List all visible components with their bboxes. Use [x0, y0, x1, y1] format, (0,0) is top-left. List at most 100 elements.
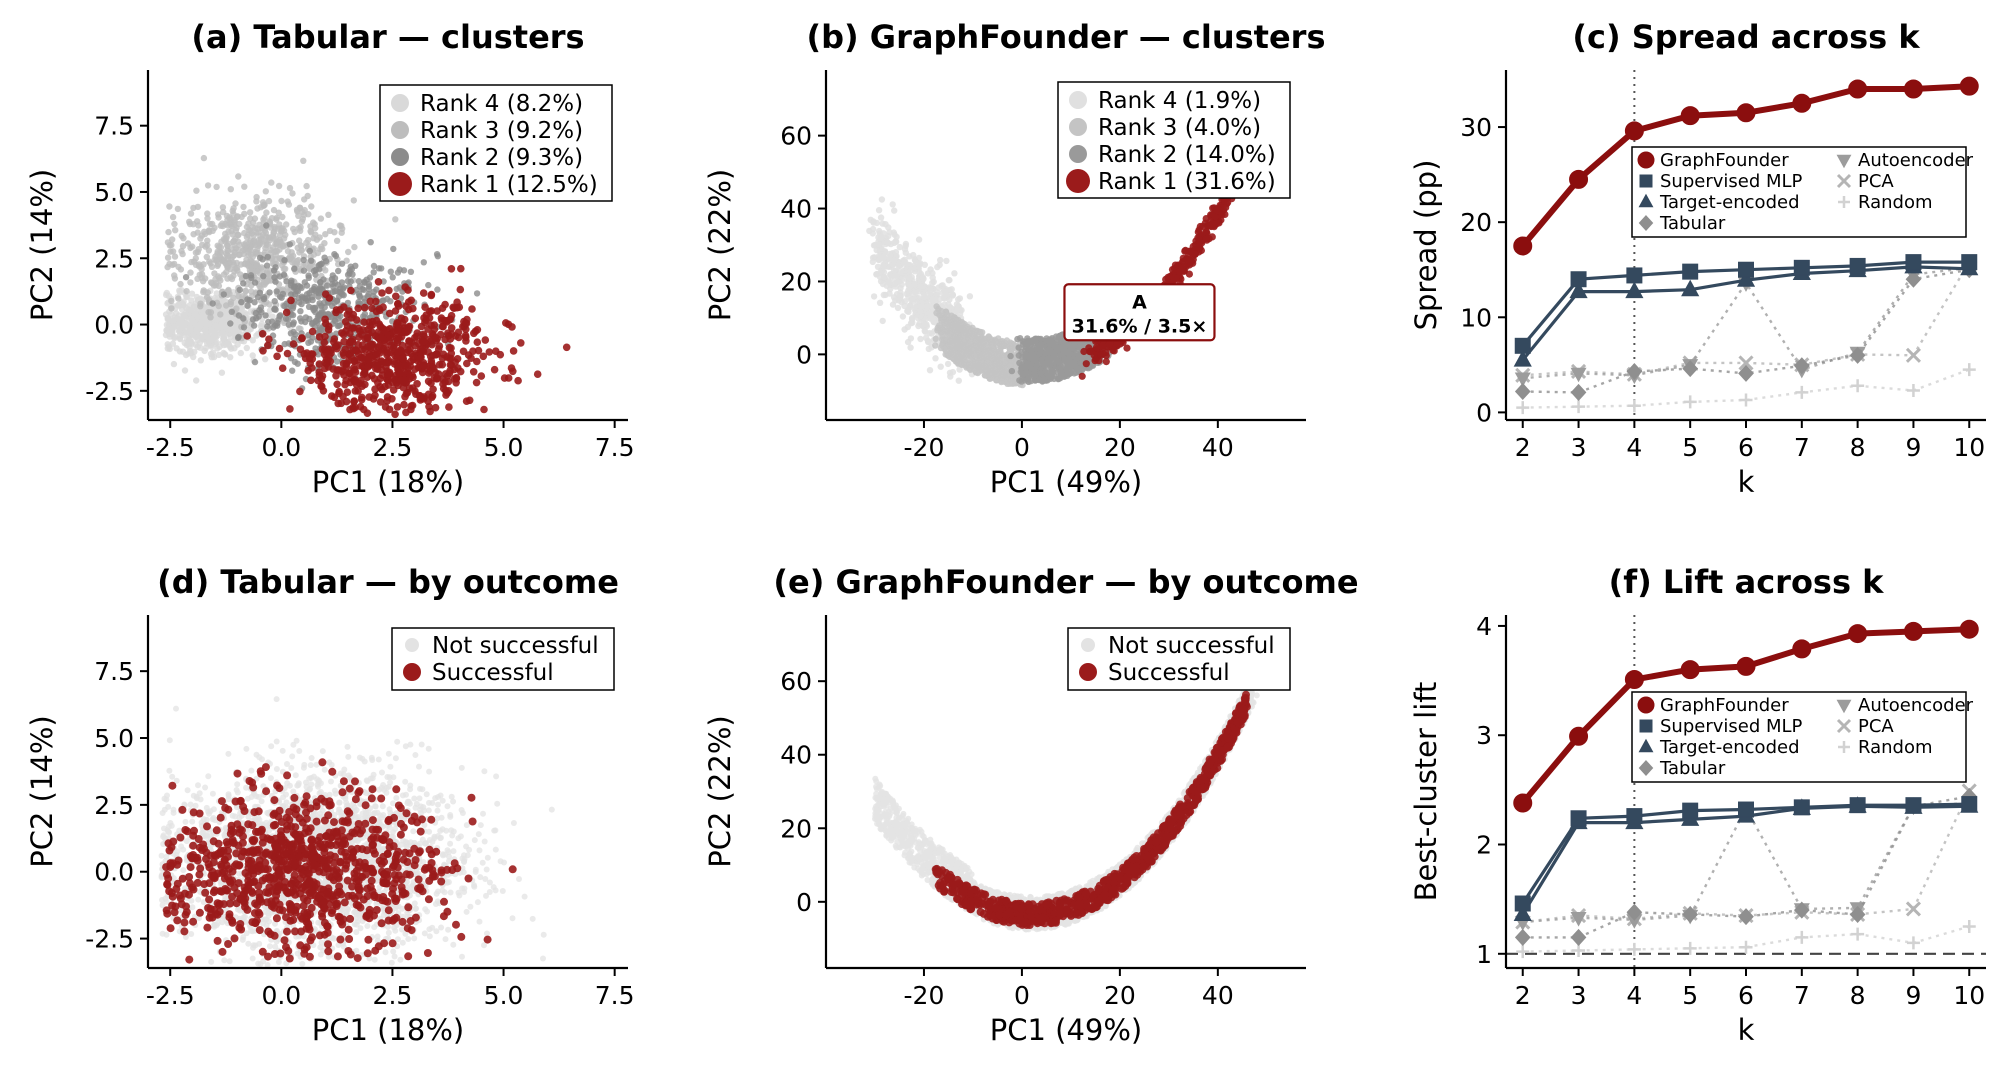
- scatter-point: [208, 354, 215, 361]
- scatter-point: [904, 338, 912, 346]
- scatter-point: [880, 263, 887, 270]
- scatter-point: [347, 286, 355, 295]
- scatter-point: [190, 319, 198, 326]
- scatter-point: [331, 288, 338, 295]
- scatter-point: [300, 157, 307, 164]
- scatter-point: [236, 241, 243, 248]
- scatter-point: [225, 286, 232, 294]
- scatter-point: [934, 263, 941, 271]
- scatter-point: [286, 241, 293, 248]
- scatter-point: [490, 365, 499, 374]
- data-point: [1906, 384, 1920, 398]
- scatter-point: [412, 390, 420, 399]
- scatter-point: [305, 274, 312, 281]
- scatter-point: [242, 287, 249, 294]
- legend-entry: Rank 1 (31.6%): [1098, 169, 1276, 195]
- data-point: [1962, 363, 1976, 377]
- scatter-point: [201, 228, 208, 235]
- scatter-point: [317, 375, 326, 383]
- scatter-point: [194, 203, 202, 211]
- scatter-point: [1202, 235, 1210, 243]
- scatter-point: [948, 312, 955, 319]
- scatter-point: [169, 248, 177, 255]
- legend-marker: [391, 94, 409, 112]
- scatter-point: [387, 268, 394, 275]
- scatter-point: [399, 355, 408, 363]
- scatter-point: [238, 298, 245, 306]
- scatter-point: [881, 274, 888, 281]
- x-tick-label: 7.5: [595, 433, 635, 462]
- scatter-point: [219, 329, 227, 337]
- scatter-point: [271, 223, 278, 231]
- scatter-point: [404, 286, 412, 294]
- scatter-point: [296, 299, 303, 306]
- scatter-point: [229, 207, 236, 215]
- scatter-point: [217, 311, 224, 318]
- scatter-point: [215, 214, 222, 221]
- scatter-point: [405, 384, 414, 393]
- scatter-point: [400, 400, 408, 409]
- scatter-point: [409, 304, 417, 313]
- legend-entry: Rank 2 (14.0%): [1098, 142, 1276, 168]
- scatter-point: [1092, 344, 1100, 352]
- scatter-point: [297, 223, 304, 231]
- scatter-point: [472, 378, 481, 387]
- scatter-point: [394, 381, 402, 390]
- scatter-point: [401, 362, 410, 370]
- scatter-point: [1209, 220, 1217, 228]
- scatter-point: [235, 333, 242, 341]
- scatter-point: [397, 332, 406, 341]
- scatter-point: [347, 263, 354, 270]
- scatter-point: [268, 179, 275, 186]
- scatter-point: [934, 327, 941, 334]
- scatter-point: [240, 315, 247, 322]
- scatter-point: [322, 348, 330, 357]
- scatter-point: [906, 274, 913, 282]
- scatter-point: [278, 364, 287, 373]
- scatter-point: [163, 327, 170, 335]
- scatter-point: [316, 324, 324, 331]
- scatter-point: [987, 364, 994, 371]
- scatter-point: [469, 347, 477, 356]
- scatter-point: [915, 236, 923, 243]
- scatter-point: [413, 380, 421, 388]
- scatter-point: [387, 298, 394, 305]
- scatter-point: [200, 287, 207, 294]
- scatter-point: [187, 307, 194, 314]
- scatter-point: [282, 308, 291, 317]
- scatter-point: [902, 240, 910, 248]
- scatter-point: [308, 327, 317, 336]
- scatter-point: [905, 287, 912, 295]
- scatter-point: [884, 238, 891, 246]
- scatter-point: [298, 242, 305, 249]
- data-point: [1572, 400, 1586, 414]
- scatter-point: [391, 307, 400, 315]
- scatter-point: [1078, 372, 1086, 380]
- x-tick-label: 5.0: [484, 433, 524, 462]
- scatter-point: [301, 206, 308, 214]
- scatter-point: [164, 239, 172, 246]
- scatter-point: [262, 188, 269, 195]
- scatter-point: [192, 255, 199, 262]
- scatter-point: [220, 334, 228, 342]
- scatter-point: [265, 197, 273, 205]
- scatter-point: [237, 271, 244, 278]
- scatter-point: [202, 326, 209, 333]
- legend-entry: Rank 3 (9.2%): [420, 118, 583, 144]
- scatter-point: [397, 314, 406, 323]
- scatter-point: [178, 232, 185, 240]
- scatter-point: [265, 234, 273, 241]
- scatter-point: [198, 334, 206, 341]
- scatter-point: [253, 332, 260, 339]
- scatter-point: [360, 303, 369, 312]
- scatter-point: [343, 257, 350, 264]
- scatter-point: [365, 280, 373, 288]
- scatter-point: [446, 335, 455, 343]
- scatter-point: [1043, 335, 1050, 342]
- scatter-point: [276, 231, 284, 238]
- legend-entry: Rank 4 (8.2%): [420, 91, 583, 117]
- scatter-point: [164, 345, 171, 352]
- scatter-point: [249, 253, 256, 260]
- scatter-point: [304, 294, 311, 301]
- scatter-point: [240, 280, 247, 287]
